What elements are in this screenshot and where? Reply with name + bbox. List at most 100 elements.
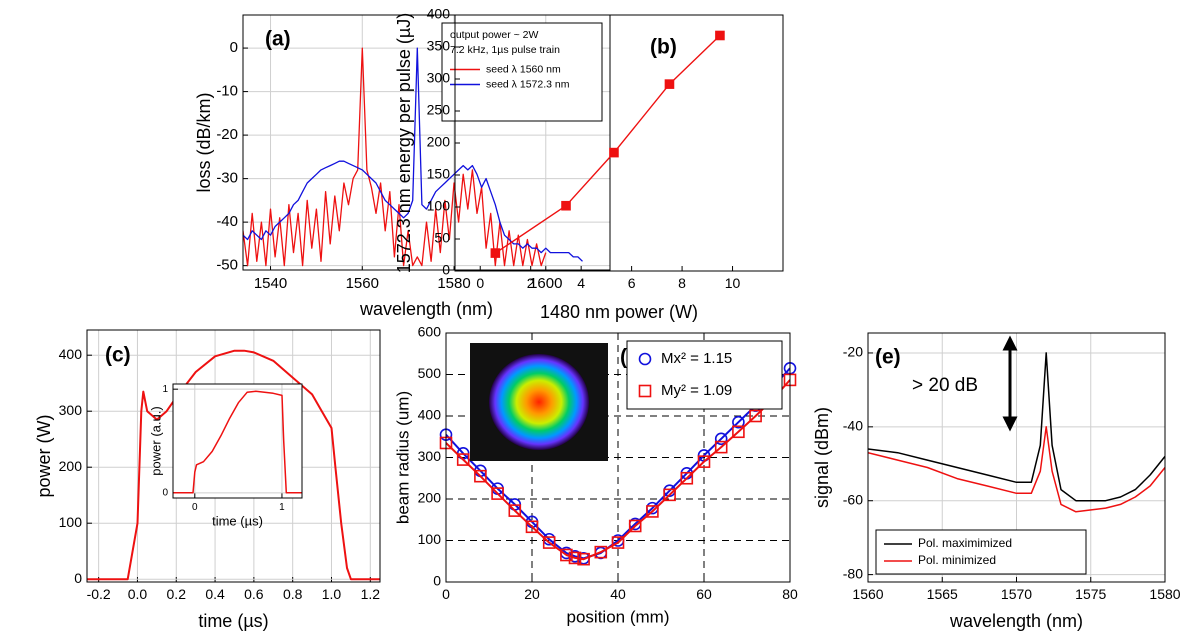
plot-frame [86,329,381,583]
data-line [173,390,302,494]
y-tick-label: -20 [216,126,238,143]
y-tick-label: 50 [434,230,450,246]
x-tick-label: 10 [725,275,741,291]
y-tick-label: 300 [59,402,83,418]
y-tick-label: 0 [74,570,82,586]
x-tick-label: 60 [696,586,712,602]
data-line [87,349,380,581]
legend-label: Pol. maximimized [918,536,1012,550]
beam-profile [489,354,589,450]
marker [561,200,571,211]
y-tick-label: -30 [216,170,238,187]
y-tick-label: 0 [442,262,450,278]
x-tick-label: 1.0 [322,586,342,602]
y-tick-label: -20 [843,344,863,360]
y-tick-label: 0 [230,39,238,56]
x-axis-label: wavelength (nm) [949,611,1083,631]
x-tick-label: 0.2 [167,586,187,602]
x-tick-label: 2 [527,275,535,291]
plot-frame [445,332,791,583]
y-axis-label: beam radius (um) [393,391,412,524]
data-line [868,426,1165,513]
marker [609,147,619,158]
marker [680,471,694,485]
marker [714,432,728,446]
x-tick-label: 0.4 [205,586,225,602]
plot-frame [867,332,1166,583]
panel-label: (a) [265,28,291,51]
data-line [446,379,790,561]
y-tick-label: 400 [427,6,451,22]
x-tick-label: 1560 [346,275,379,292]
x-tick-label: 1570 [1001,586,1032,602]
legend-label: My² = 1.09 [661,382,732,399]
y-tick-label: -60 [843,491,863,507]
x-tick-label: 1 [279,502,285,513]
y-tick-label: -40 [216,213,238,230]
y-tick-label: 400 [418,407,442,423]
y-tick-label: 400 [59,346,83,362]
data-line [868,352,1165,502]
y-axis-label: signal (dBm) [812,407,832,508]
x-tick-label: 0.6 [244,586,264,602]
x-tick-label: 1575 [1075,586,1106,602]
y-tick-label: -10 [216,83,238,100]
legend-marker [638,384,652,398]
y-tick-label: 350 [427,38,451,54]
panel-label: (b) [650,36,677,59]
marker [568,551,582,565]
plot-frame [242,14,611,271]
x-tick-label: 80 [782,586,798,602]
x-tick-label: 20 [524,586,540,602]
x-axis-label: 1480 nm power (W) [540,302,698,322]
x-tick-label: -0.2 [87,586,111,602]
y-tick-label: 100 [418,531,442,547]
legend-box [441,22,603,122]
x-tick-label: 1540 [254,275,287,292]
x-tick-label: 1580 [1149,586,1180,602]
y-tick-label: 0 [162,487,168,498]
x-axis-label: time (µs) [212,513,263,528]
marker [542,536,556,549]
y-tick-label: 200 [418,490,442,506]
data-line [243,47,583,262]
marker [577,552,590,566]
y-axis-label: power (W) [34,414,54,497]
marker [646,505,659,518]
legend-label: Pol. minimized [918,553,996,567]
marker [732,425,745,439]
panel-label: (e) [875,346,901,369]
y-tick-label: 0 [433,573,441,589]
x-axis-label: wavelength (nm) [359,299,493,319]
data-line [243,47,547,267]
y-tick-label: -40 [843,418,863,434]
y-tick-label: 200 [427,134,451,150]
x-tick-label: 1565 [927,586,958,602]
x-tick-label: 1560 [852,586,883,602]
y-axis-label: power (a.u.) [148,406,163,475]
marker [474,469,487,483]
marker [456,453,470,466]
y-axis-label: 1572.3 nm energy per pulse (µJ) [394,13,414,274]
y-tick-label: 250 [427,102,451,118]
x-tick-label: 0 [192,502,198,513]
y-tick-label: 300 [427,70,451,86]
x-tick-label: 0 [476,275,484,291]
y-tick-label: 1 [162,384,168,395]
y-tick-label: -50 [216,257,238,274]
x-tick-label: 1580 [437,275,470,292]
y-tick-label: 500 [418,365,442,381]
y-tick-label: 300 [418,448,442,464]
marker [611,536,625,549]
y-tick-label: 150 [427,166,451,182]
plot-frame [454,14,784,272]
marker [594,545,608,559]
marker [714,440,728,454]
marker [525,520,539,534]
x-tick-label: 1600 [529,275,562,292]
y-tick-label: 200 [59,458,83,474]
legend-box [626,340,783,410]
legend-note: 7.2 kHz, 1µs pulse train [450,44,560,56]
legend-box [875,529,1087,575]
